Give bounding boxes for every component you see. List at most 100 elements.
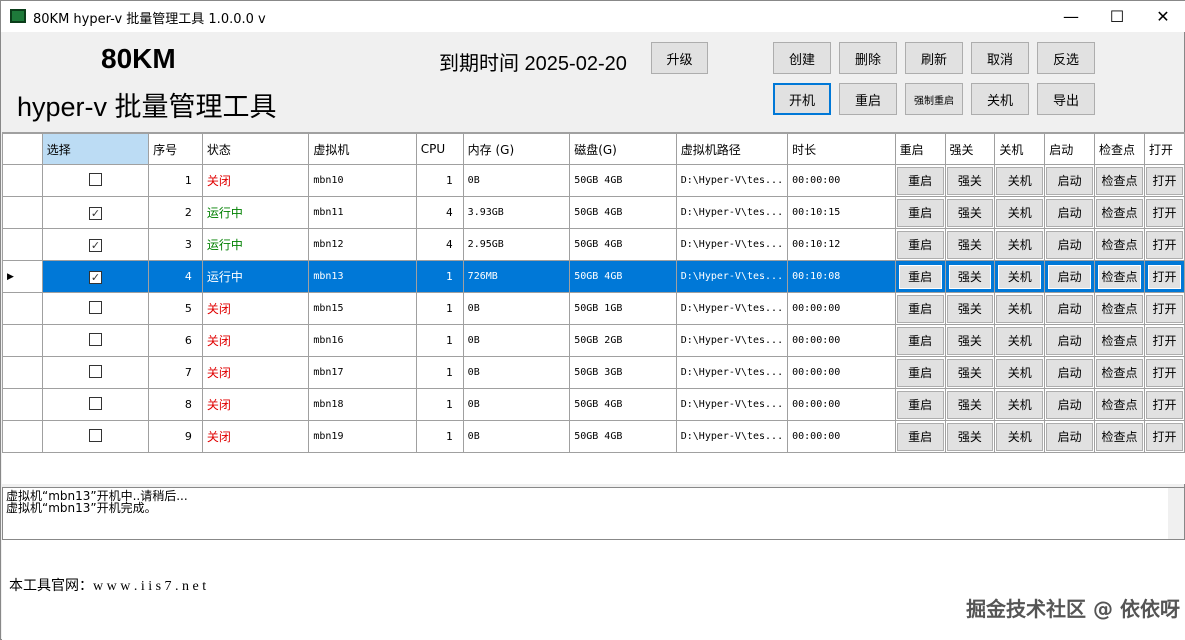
row-action-button[interactable]: 重启 — [896, 326, 944, 355]
log-scrollbar[interactable] — [1168, 488, 1184, 539]
row-action-button[interactable]: 启动 — [1046, 326, 1094, 355]
column-header[interactable]: 虚拟机路径 — [675, 133, 789, 165]
row-action-button[interactable]: 启动 — [1046, 198, 1094, 227]
row-action-button[interactable]: 重启 — [896, 198, 944, 227]
row-header[interactable] — [2, 164, 43, 197]
table-row[interactable]: 9 关闭 mbn19 1 0B 50GB 4GB D:\Hyper-V\tes... 00:0… — [2, 420, 1185, 453]
row-action-button[interactable]: 检查点 — [1096, 198, 1143, 227]
log-box[interactable]: 虚拟机“mbn13”开机中..请稍后... 虚拟机“mbn13”开机完成。 — [2, 487, 1185, 540]
select-cell[interactable] — [41, 164, 150, 197]
select-checkbox[interactable] — [88, 428, 102, 442]
row-action-button[interactable]: 启动 — [1046, 294, 1094, 323]
table-row[interactable]: 6 关闭 mbn16 1 0B 50GB 2GB D:\Hyper-V\tes... 00:0… — [2, 324, 1185, 357]
column-header[interactable]: 时长 — [787, 133, 896, 165]
row-action-button[interactable]: 强关 — [946, 390, 994, 419]
column-header[interactable]: 检查点 — [1094, 133, 1145, 165]
select-checkbox[interactable] — [88, 332, 102, 346]
toolbar-button[interactable]: 删除 — [839, 42, 897, 74]
maximize-button[interactable]: ☐ — [1109, 7, 1125, 26]
column-header[interactable]: 重启 — [894, 133, 946, 165]
toolbar-button[interactable]: 创建 — [773, 42, 831, 74]
row-action-button[interactable]: 重启 — [896, 166, 944, 195]
row-action-button[interactable]: 关机 — [996, 262, 1044, 291]
row-action-button[interactable]: 关机 — [996, 294, 1044, 323]
row-action-button[interactable]: 打开 — [1145, 390, 1183, 419]
row-action-button[interactable]: 关机 — [996, 358, 1044, 387]
row-action-button[interactable]: 关机 — [996, 198, 1044, 227]
toolbar-button[interactable]: 强制重启 — [905, 83, 963, 115]
column-header[interactable]: 关机 — [994, 133, 1046, 165]
row-action-button[interactable]: 强关 — [946, 294, 994, 323]
column-header[interactable]: 虚拟机 — [308, 133, 417, 165]
table-row[interactable]: ✓ 3 运行中 mbn12 4 2.95GB 50GB 4GB D:\Hyper-V\tes.… — [2, 228, 1185, 261]
select-cell[interactable] — [41, 388, 150, 421]
row-header[interactable] — [2, 356, 43, 389]
column-header[interactable]: 磁盘(G) — [569, 133, 677, 165]
select-cell[interactable]: ✓ — [41, 196, 150, 229]
close-button[interactable]: ✕ — [1156, 7, 1170, 26]
row-header[interactable] — [2, 292, 43, 325]
row-action-button[interactable]: 强关 — [946, 262, 994, 291]
row-action-button[interactable]: 启动 — [1046, 166, 1094, 195]
table-row[interactable]: 1 关闭 mbn10 1 0B 50GB 4GB D:\Hyper-V\tes... 00:0… — [2, 164, 1185, 197]
row-header[interactable]: ▶ — [2, 260, 43, 293]
row-action-button[interactable]: 强关 — [946, 326, 994, 355]
row-action-button[interactable]: 强关 — [946, 230, 994, 259]
select-cell[interactable] — [41, 292, 150, 325]
row-action-button[interactable]: 启动 — [1046, 230, 1094, 259]
row-action-button[interactable]: 打开 — [1145, 198, 1183, 227]
select-cell[interactable] — [41, 356, 150, 389]
row-action-button[interactable]: 打开 — [1145, 230, 1183, 259]
row-action-button[interactable]: 重启 — [896, 390, 944, 419]
row-header[interactable] — [2, 388, 43, 421]
column-header[interactable]: 启动 — [1044, 133, 1096, 165]
column-header[interactable]: 选择 — [41, 133, 150, 165]
minimize-button[interactable]: — — [1063, 7, 1079, 26]
row-action-button[interactable]: 检查点 — [1096, 326, 1143, 355]
row-action-button[interactable]: 打开 — [1145, 422, 1183, 451]
select-cell[interactable] — [41, 420, 150, 453]
table-row[interactable]: 8 关闭 mbn18 1 0B 50GB 4GB D:\Hyper-V\tes... 00:0… — [2, 388, 1185, 421]
row-action-button[interactable]: 关机 — [996, 230, 1044, 259]
row-action-button[interactable]: 启动 — [1046, 262, 1094, 291]
table-row[interactable]: ✓ 2 运行中 mbn11 4 3.93GB 50GB 4GB D:\Hyper-V\tes.… — [2, 196, 1185, 229]
row-action-button[interactable]: 启动 — [1046, 422, 1094, 451]
row-action-button[interactable]: 关机 — [996, 390, 1044, 419]
select-checkbox[interactable]: ✓ — [88, 206, 102, 220]
row-action-button[interactable]: 检查点 — [1096, 294, 1143, 323]
select-cell[interactable]: ✓ — [41, 260, 150, 293]
select-checkbox[interactable]: ✓ — [88, 270, 102, 284]
upgrade-button[interactable]: 升级 — [651, 42, 708, 74]
toolbar-button[interactable]: 导出 — [1037, 83, 1095, 115]
toolbar-button[interactable]: 重启 — [839, 83, 897, 115]
row-header[interactable] — [2, 420, 43, 453]
toolbar-button[interactable]: 开机 — [773, 83, 831, 115]
row-action-button[interactable]: 关机 — [996, 326, 1044, 355]
column-header[interactable]: 内存 (G) — [462, 133, 571, 165]
row-action-button[interactable]: 检查点 — [1096, 422, 1143, 451]
row-action-button[interactable]: 打开 — [1145, 262, 1183, 291]
select-checkbox[interactable] — [88, 300, 102, 314]
column-header[interactable]: 序号 — [148, 133, 203, 165]
row-action-button[interactable]: 关机 — [996, 166, 1044, 195]
table-row[interactable]: ▶ ✓ 4 运行中 mbn13 1 726MB 50GB 4GB D:\Hyper-V\tes.… — [2, 260, 1185, 293]
row-action-button[interactable]: 重启 — [896, 294, 944, 323]
row-header[interactable] — [2, 228, 43, 261]
column-header[interactable]: CPU — [415, 133, 464, 165]
column-header[interactable]: 打开 — [1143, 133, 1185, 165]
row-action-button[interactable]: 检查点 — [1096, 358, 1143, 387]
row-action-button[interactable]: 关机 — [996, 422, 1044, 451]
select-cell[interactable]: ✓ — [41, 228, 150, 261]
row-header[interactable] — [2, 324, 43, 357]
row-action-button[interactable]: 打开 — [1145, 166, 1183, 195]
row-action-button[interactable]: 打开 — [1145, 358, 1183, 387]
column-header[interactable]: 状态 — [201, 133, 310, 165]
row-action-button[interactable]: 检查点 — [1096, 390, 1143, 419]
row-action-button[interactable]: 强关 — [946, 166, 994, 195]
row-action-button[interactable]: 重启 — [896, 422, 944, 451]
row-action-button[interactable]: 重启 — [896, 358, 944, 387]
toolbar-button[interactable]: 刷新 — [905, 42, 963, 74]
row-action-button[interactable]: 重启 — [896, 262, 944, 291]
row-action-button[interactable]: 强关 — [946, 358, 994, 387]
column-header[interactable]: 强关 — [944, 133, 996, 165]
